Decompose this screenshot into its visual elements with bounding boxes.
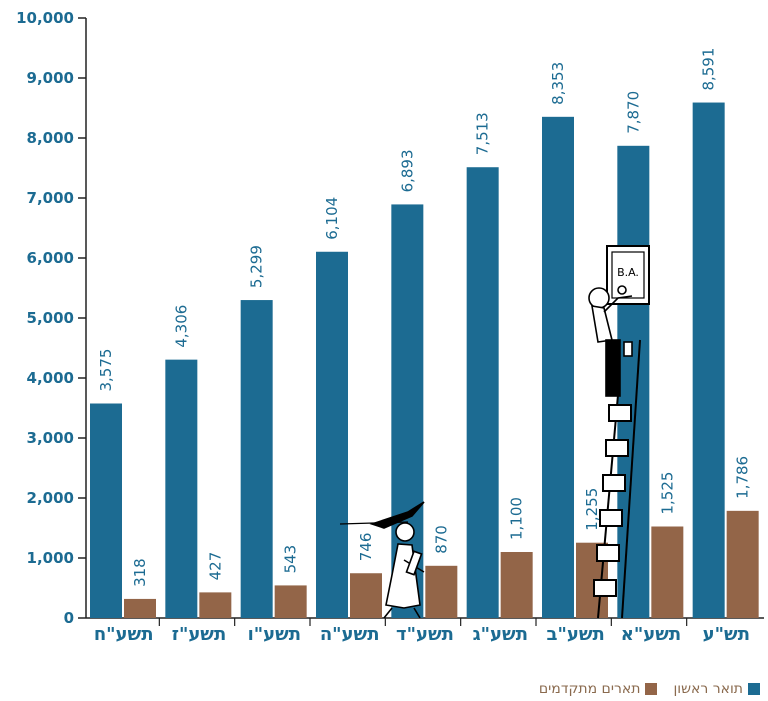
data-label-first: 4,306 [172, 305, 190, 348]
y-tick-label: 5,000 [27, 309, 74, 327]
bar-advanced-degree [350, 573, 382, 618]
bar-first-degree [316, 251, 348, 618]
diploma-text: B.A. [617, 266, 639, 279]
y-tick-label: 8,000 [27, 129, 74, 147]
x-tick-label: תשע"א [621, 624, 681, 645]
legend-label-first: תואר ראשון [673, 681, 743, 697]
bars: 3,575 318 תשע"ח 4,306 427 תשע"ז 5,299 543 תשע"ו 6… [90, 48, 759, 645]
climber-illustration: B.A. [588, 245, 650, 397]
data-label-advanced: 746 [357, 533, 375, 562]
bar-first-degree [692, 102, 725, 619]
x-tick-label: תשע"ו [248, 624, 302, 645]
bar-first-degree [165, 359, 198, 618]
graduate-illustration [339, 501, 425, 619]
bar-first-degree [466, 167, 499, 618]
legend-item-advanced: תארים מתקדמים [539, 681, 658, 697]
bar-advanced-degree [124, 598, 156, 618]
bar-first-degree [617, 145, 650, 619]
y-tick-label: 9,000 [27, 69, 74, 87]
legend: תואר ראשון תארים מתקדמים [539, 681, 760, 697]
y-tick-label: 3,000 [27, 429, 74, 447]
bar-advanced-degree [425, 565, 458, 618]
data-label-first: 7,870 [624, 91, 642, 134]
y-tick-label: 0 [64, 609, 74, 627]
y-tick-label: 10,000 [16, 9, 74, 27]
data-label-first: 8,591 [700, 48, 718, 91]
x-tick-label: תשע"ה [320, 624, 380, 645]
x-tick-label: תשע"ח [94, 624, 154, 645]
legend-item-first: תואר ראשון [673, 681, 760, 697]
legend-swatch-first [748, 683, 760, 695]
data-label-first: 5,299 [248, 245, 266, 288]
bar-advanced-degree [726, 510, 759, 618]
ladder-illustration [593, 339, 641, 619]
data-label-first: 6,104 [323, 197, 341, 240]
x-tick-label: תשע"ז [172, 624, 227, 645]
legend-label-advanced: תארים מתקדמים [538, 681, 641, 697]
bar-first-degree [542, 116, 574, 618]
bar-first-degree [90, 403, 122, 618]
bar-advanced-degree [199, 592, 232, 618]
bar-advanced-degree [651, 526, 684, 618]
data-label-advanced: 1,525 [658, 472, 676, 515]
bar-advanced-degree [500, 552, 533, 618]
data-label-first: 6,893 [398, 149, 416, 192]
y-tick-label: 4,000 [27, 369, 74, 387]
x-tick-label: תשע"ב [547, 624, 605, 645]
y-tick-label: 1,000 [27, 549, 74, 567]
x-tick-label: תש"ע [703, 624, 750, 645]
data-label-advanced: 870 [432, 525, 450, 554]
bar-first-degree [240, 300, 273, 618]
y-tick-label: 6,000 [27, 249, 74, 267]
data-label-first: 7,513 [474, 112, 492, 155]
y-tick-label: 7,000 [27, 189, 74, 207]
legend-swatch-advanced [645, 683, 658, 695]
data-label-first: 8,353 [549, 62, 567, 105]
x-tick-label: תשע"ג [473, 624, 528, 645]
bar-advanced-degree [274, 585, 307, 618]
data-label-advanced: 1,786 [734, 456, 752, 499]
y-axis: 0 1,000 2,000 3,000 4,000 5,000 6,000 7,000 8,00… [16, 9, 764, 627]
data-label-advanced: 1,255 [583, 488, 601, 531]
data-label-first: 3,575 [97, 349, 115, 392]
data-label-advanced: 318 [131, 558, 149, 587]
data-label-advanced: 1,100 [508, 497, 526, 540]
illustrations: B.A. [339, 245, 650, 619]
data-label-advanced: 427 [206, 552, 224, 581]
x-tick-label: תשע"ד [396, 624, 454, 645]
data-label-advanced: 543 [282, 545, 300, 574]
y-tick-label: 2,000 [27, 489, 74, 507]
